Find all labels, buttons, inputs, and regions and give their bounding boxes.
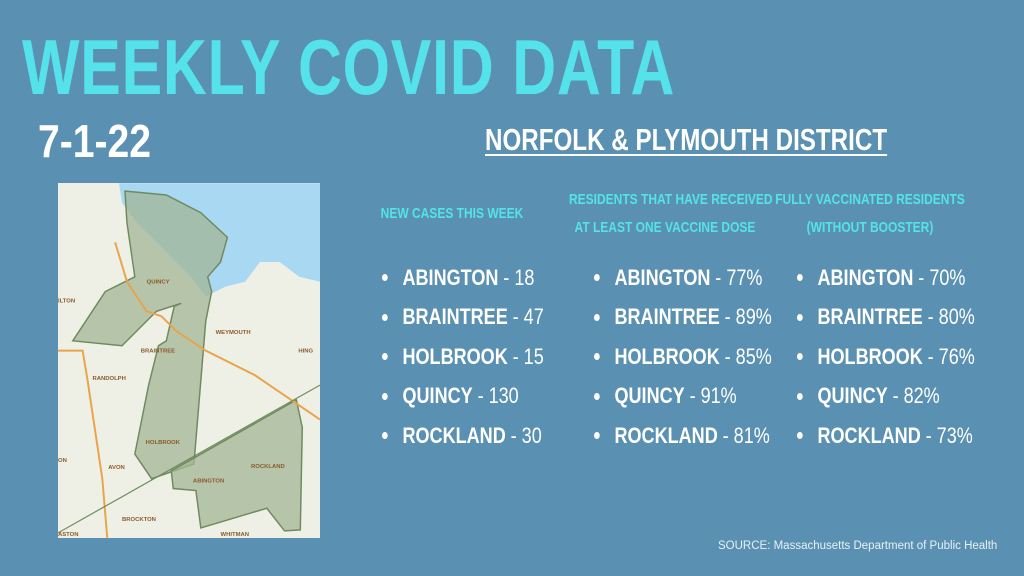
bullet-icon	[594, 274, 600, 282]
list-item: QUINCY - 82%	[797, 377, 975, 417]
town-value: - 18	[503, 264, 535, 290]
town-name: ABINGTON	[817, 264, 914, 290]
town-name: HOLBROOK	[614, 343, 720, 369]
bullet-icon	[594, 432, 600, 440]
town-value: - 73%	[925, 422, 973, 448]
town-value: - 89%	[724, 304, 772, 330]
map-label: ON	[58, 458, 67, 464]
map-highway	[58, 349, 109, 538]
town-name: ABINGTON	[614, 264, 711, 290]
map-highway	[114, 242, 321, 421]
list-item: ABINGTON - 18	[382, 258, 544, 298]
town-name: ROCKLAND	[402, 422, 506, 448]
bullet-icon	[382, 353, 388, 361]
town-value: - 130	[477, 383, 519, 409]
town-name: HOLBROOK	[402, 343, 508, 369]
list-item: ROCKLAND - 30	[382, 416, 544, 456]
bullet-icon	[594, 353, 600, 361]
report-date: 7-1-22	[38, 115, 152, 167]
map-label: HOLBROOK	[146, 440, 181, 446]
town-name: ROCKLAND	[817, 422, 921, 448]
map-label: QUINCY	[147, 280, 170, 286]
map-label: WHITMAN	[221, 532, 249, 538]
bullet-icon	[797, 392, 803, 400]
town-name: QUINCY	[817, 383, 888, 409]
page-title: WEEKLY COVID DATA	[22, 23, 676, 111]
map-label: BRAINTREE	[141, 349, 175, 355]
town-value: - 77%	[715, 264, 763, 290]
one-dose-list: ABINGTON - 77% BRAINTREE - 89% HOLBROOK - 85%…	[594, 258, 811, 456]
column-header-new-cases: NEW CASES THIS WEEK	[380, 205, 524, 222]
map-district-south	[170, 398, 304, 532]
bullet-icon	[382, 392, 388, 400]
town-value: - 47	[512, 304, 544, 330]
district-heading: NORFOLK & PLYMOUTH DISTRICT	[485, 122, 888, 157]
new-cases-list: ABINGTON - 18 BRAINTREE - 47 HOLBROOK - 15 QUI…	[382, 258, 579, 456]
map-label: ASTON	[58, 532, 79, 538]
map-label: RANDOLPH	[92, 376, 125, 382]
list-item: ROCKLAND - 81%	[594, 416, 772, 456]
district-map: QUINCY ILTON WEYMOUTH BRAINTREE HING RAN…	[57, 183, 321, 538]
list-item: BRAINTREE - 80%	[797, 298, 975, 338]
town-value: - 15	[512, 343, 544, 369]
town-value: - 81%	[722, 422, 770, 448]
town-value: - 30	[510, 422, 542, 448]
list-item: ABINGTON - 70%	[797, 258, 975, 298]
bullet-icon	[797, 274, 803, 282]
list-item: QUINCY - 130	[382, 377, 544, 417]
map-label: ILTON	[58, 298, 75, 304]
column-header-fully-vaccinated: FULLY VACCINATED RESIDENTS (WITHOUT BOOS…	[775, 191, 965, 236]
town-name: ABINGTON	[402, 264, 499, 290]
list-item: BRAINTREE - 89%	[594, 298, 772, 338]
map-district-north	[71, 190, 229, 480]
town-name: BRAINTREE	[817, 304, 923, 330]
bullet-icon	[594, 392, 600, 400]
fully-vaccinated-list: ABINGTON - 70% BRAINTREE - 80% HOLBROOK - 76%…	[797, 258, 1014, 456]
map-label: ROCKLAND	[251, 464, 285, 470]
bullet-icon	[797, 313, 803, 321]
map-graphic: QUINCY ILTON WEYMOUTH BRAINTREE HING RAN…	[57, 183, 321, 538]
town-name: HOLBROOK	[817, 343, 923, 369]
town-name: QUINCY	[614, 383, 685, 409]
town-value: - 85%	[724, 343, 772, 369]
list-item: ROCKLAND - 73%	[797, 416, 975, 456]
town-value: - 76%	[927, 343, 975, 369]
bullet-icon	[594, 313, 600, 321]
list-item: HOLBROOK - 15	[382, 337, 544, 377]
map-label: HING	[298, 349, 313, 355]
list-item: QUINCY - 91%	[594, 377, 772, 417]
bullet-icon	[797, 432, 803, 440]
list-item: ABINGTON - 77%	[594, 258, 772, 298]
map-boundary	[57, 384, 321, 534]
map-label: ABINGTON	[193, 479, 224, 485]
map-label: WEYMOUTH	[216, 330, 251, 336]
town-value: - 70%	[918, 264, 966, 290]
list-item: HOLBROOK - 85%	[594, 337, 772, 377]
map-label: AVON	[108, 465, 125, 471]
town-value: - 91%	[689, 383, 737, 409]
town-name: BRAINTREE	[402, 304, 508, 330]
bullet-icon	[382, 432, 388, 440]
town-value: - 80%	[927, 304, 975, 330]
source-note: SOURCE: Massachusetts Department of Publ…	[718, 540, 998, 552]
town-name: QUINCY	[402, 383, 473, 409]
bullet-icon	[797, 353, 803, 361]
town-value: - 82%	[892, 383, 940, 409]
town-name: BRAINTREE	[614, 304, 720, 330]
list-item: HOLBROOK - 76%	[797, 337, 975, 377]
map-label: BROCKTON	[122, 517, 156, 523]
bullet-icon	[382, 274, 388, 282]
town-name: ROCKLAND	[614, 422, 718, 448]
list-item: BRAINTREE - 47	[382, 298, 544, 338]
column-header-one-dose: RESIDENTS THAT HAVE RECEIVED AT LEAST ON…	[569, 191, 773, 236]
bullet-icon	[382, 313, 388, 321]
